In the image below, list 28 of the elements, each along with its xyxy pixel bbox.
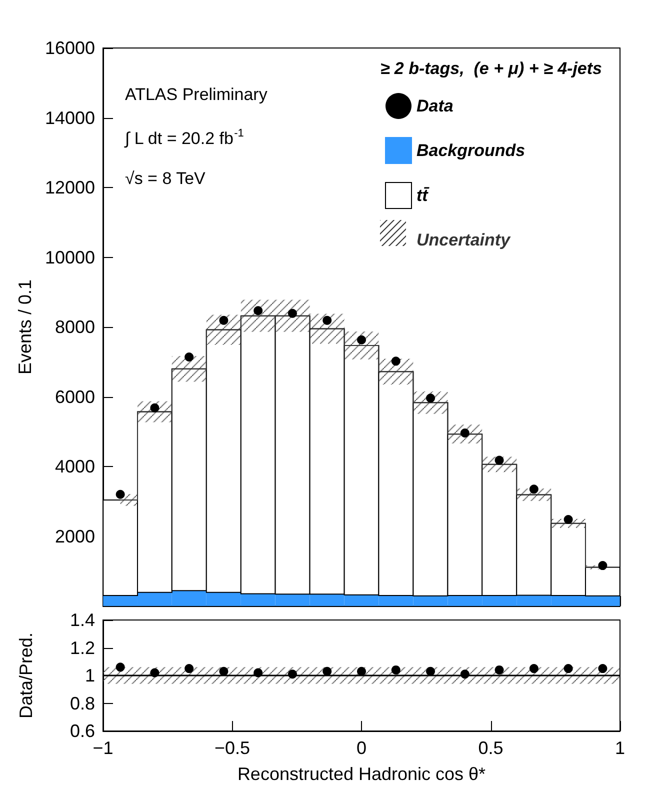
annotation: ATLAS Preliminary <box>125 85 268 104</box>
y-tick-label: 12000 <box>44 178 95 198</box>
y-tick-label: 14000 <box>44 108 95 128</box>
y-tick-label: 6000 <box>54 386 95 407</box>
x-tick-label: 1 <box>614 738 626 758</box>
y-tick-label: 8000 <box>54 317 95 337</box>
y-tick-label: 16000 <box>44 38 95 58</box>
y-tick-label: 2000 <box>54 526 95 546</box>
y-tick-label: 0.6 <box>70 721 95 741</box>
x-tick-label: −1 <box>92 738 114 758</box>
y-tick-label: 1.4 <box>70 610 95 630</box>
y-tick-label: 1.2 <box>70 638 95 658</box>
y-axis-title: Data/Pred. <box>16 632 36 719</box>
x-tick-label: 0.5 <box>478 738 504 758</box>
legend-label: Backgrounds <box>416 141 526 160</box>
y-tick-label: 10000 <box>44 247 95 268</box>
y-tick-label: 1 <box>84 666 95 686</box>
x-axis-title: Reconstructed Hadronic cos θ* <box>237 764 486 784</box>
x-tick-label: −0.5 <box>214 738 250 758</box>
x-tick-label: 0 <box>356 738 367 758</box>
annotation: √s = 8 TeV <box>125 169 206 188</box>
text: Uncertainty <box>416 230 512 250</box>
y-axis-title: Events / 0.1 <box>15 279 36 375</box>
y-tick-label: 4000 <box>54 456 95 476</box>
legend-label: tt̄ <box>416 186 430 205</box>
y-tick-label: 0.8 <box>70 693 95 714</box>
text: ≥ 2 b-tags, (e + μ) + ≥ 4-jets <box>380 59 602 78</box>
legend-label: Data <box>416 96 454 116</box>
